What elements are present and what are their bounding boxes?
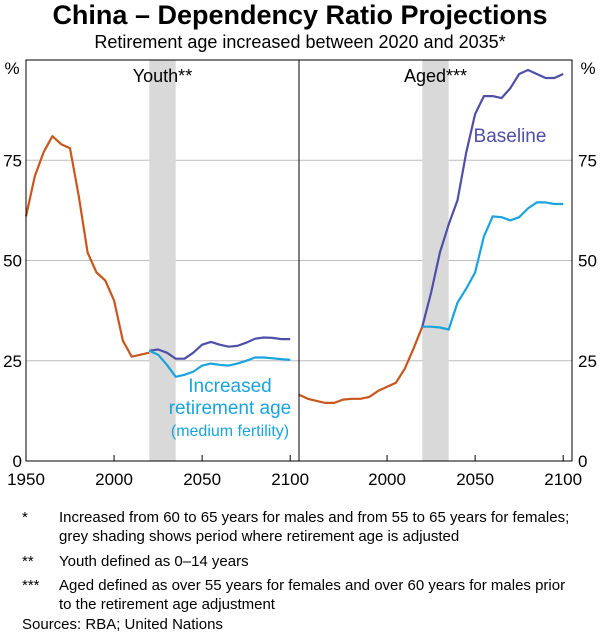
y-tick-label-right: 0 (578, 452, 587, 471)
series-line-increased (422, 201, 564, 331)
x-tick-label: 2100 (271, 470, 309, 489)
series-line-history (298, 326, 424, 404)
y-tick-label-right: 50 (578, 252, 597, 271)
annotation-label: retirement age (169, 398, 292, 419)
y-unit-left: % (4, 59, 19, 78)
y-tick-label-left: 75 (3, 151, 22, 170)
shaded-period (149, 60, 176, 461)
panel-title: Aged*** (404, 66, 467, 86)
shaded-period (422, 60, 449, 461)
footnote-text: Aged defined as over 55 years for female… (59, 577, 566, 613)
x-tick-label: 2000 (95, 470, 133, 489)
footnote-mark: *** (22, 577, 40, 594)
sources: Sources: RBA; United Nations (22, 616, 223, 633)
y-tick-label-right: 75 (578, 151, 597, 170)
y-tick-label-left: 25 (3, 352, 22, 371)
footnote-mark: * (22, 509, 28, 526)
y-tick-label-right: 25 (578, 352, 597, 371)
x-tick-label: 2100 (544, 470, 582, 489)
x-tick-label: 2050 (183, 470, 221, 489)
y-tick-label-left: 0 (13, 452, 22, 471)
footnote-mark: ** (22, 553, 34, 570)
y-unit-right: % (580, 59, 595, 78)
series-line-baseline (421, 68, 564, 327)
annotation-label: Increased (188, 376, 271, 397)
annotation-label: (medium fertility) (171, 423, 289, 440)
series-line-increased (148, 349, 291, 378)
chart-title: China – Dependency Ratio Projections (52, 0, 548, 30)
x-tick-label: 2050 (456, 470, 494, 489)
chart-area: 1950 2000 2050 2100 Youth** 2000 2050 2100 Aged*… (3, 59, 597, 489)
series-line-baseline (149, 336, 291, 360)
footnote-text: Youth defined as 0–14 years (59, 553, 249, 570)
series-line-history (24, 135, 150, 358)
y-tick-label-left: 50 (3, 252, 22, 271)
footnote-text: Increased from 60 to 65 years for males … (59, 509, 570, 545)
x-tick-label: 1950 (7, 470, 45, 489)
chart-subtitle: Retirement age increased between 2020 an… (94, 32, 506, 52)
x-tick-label: 2000 (368, 470, 406, 489)
panel-title: Youth** (133, 66, 192, 86)
annotation-label: Baseline (474, 126, 547, 147)
